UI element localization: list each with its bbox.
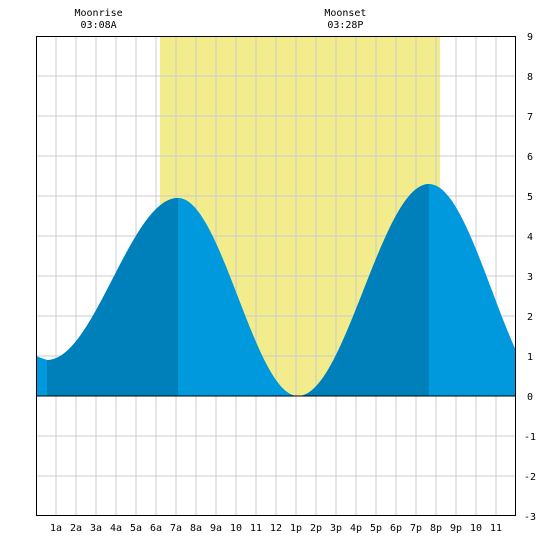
y-tick-label: 7 [527, 112, 533, 123]
x-tick-label: 5p [370, 523, 382, 534]
y-tick-label: 5 [527, 192, 533, 203]
x-tick-label: 1a [50, 523, 62, 534]
moonset-time: 03:28P [327, 20, 363, 31]
moonset-label: Moonset [324, 8, 366, 19]
y-tick-label: -2 [524, 472, 536, 483]
x-tick-label: 7p [410, 523, 422, 534]
y-tick-label: -1 [524, 432, 536, 443]
y-tick-label: -3 [524, 512, 536, 523]
x-tick-label: 10 [470, 523, 482, 534]
x-tick-label: 1p [290, 523, 302, 534]
tide-rising-band [298, 184, 429, 396]
moonset-annotation: Moonset 03:28P [324, 8, 366, 31]
y-tick-label: 6 [527, 152, 533, 163]
x-tick-label: 12 [270, 523, 282, 534]
plot-frame [36, 36, 516, 516]
y-tick-label: 4 [527, 232, 533, 243]
y-tick-label: 2 [527, 312, 533, 323]
moonrise-annotation: Moonrise 03:08A [75, 8, 123, 31]
y-tick-label: 9 [527, 32, 533, 43]
x-tick-label: 3p [330, 523, 342, 534]
x-tick-label: 2p [310, 523, 322, 534]
y-tick-label: 1 [527, 352, 533, 363]
x-tick-label: 11 [250, 523, 262, 534]
x-tick-label: 8a [190, 523, 202, 534]
y-tick-label: 3 [527, 272, 533, 283]
y-tick-labels: -3 -2 -1 0 1 2 3 4 5 6 7 8 9 [524, 32, 536, 523]
x-tick-label: 5a [130, 523, 142, 534]
x-tick-label: 9p [450, 523, 462, 534]
x-tick-label: 4p [350, 523, 362, 534]
tide-area [36, 184, 516, 396]
x-tick-labels: 1a 2a 3a 4a 5a 6a 7a 8a 9a 10 11 12 1p 2p 3p 4p 5p 6p 7p 8p… [50, 523, 502, 534]
x-tick-label: 2a [70, 523, 82, 534]
y-tick-label: 0 [527, 392, 533, 403]
x-tick-label: 8p [430, 523, 442, 534]
y-tick-label: 8 [527, 72, 533, 83]
x-tick-label: 6p [390, 523, 402, 534]
x-tick-label: 7a [170, 523, 182, 534]
x-tick-label: 4a [110, 523, 122, 534]
moonrise-label: Moonrise [75, 8, 123, 19]
x-tick-label: 11 [490, 523, 502, 534]
x-tick-label: 10 [230, 523, 242, 534]
plot-border [36, 36, 516, 516]
tide-rising-band [47, 198, 178, 396]
moonrise-time: 03:08A [81, 20, 117, 31]
x-tick-label: 9a [210, 523, 222, 534]
x-tick-label: 6a [150, 523, 162, 534]
x-tick-label: 3a [90, 523, 102, 534]
